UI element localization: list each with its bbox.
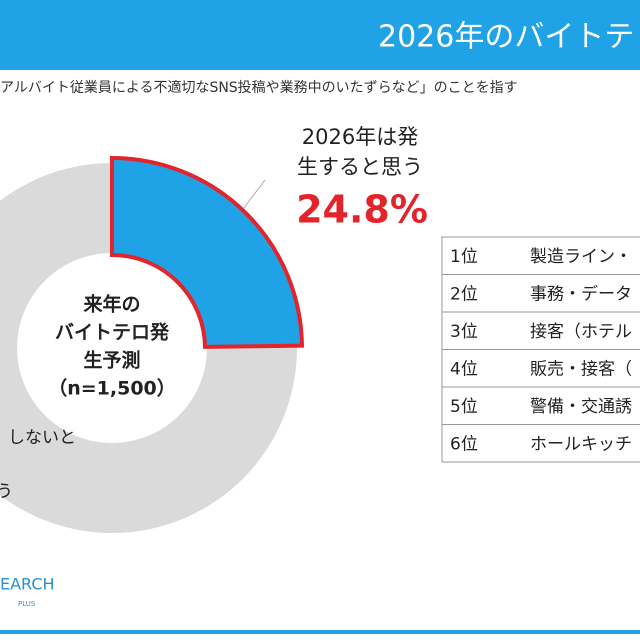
table-cell: 接客（ホテル	[530, 322, 632, 342]
table-cell: 警備・交通誘	[530, 397, 632, 417]
donut-segment	[110, 155, 305, 349]
table-cell: 3位	[450, 322, 478, 342]
table-cell: 5位	[450, 397, 478, 417]
center-label: （n=1,500）	[48, 377, 176, 400]
header-title: 2026年のバイトテ	[378, 20, 634, 55]
segment-label: 生すると思う	[297, 155, 423, 179]
table-cell: 1位	[450, 247, 478, 267]
center-label: バイトテロ発	[55, 321, 170, 344]
logo-sub: PLUS	[18, 600, 36, 608]
table-cell: 販売・接客（	[530, 359, 632, 379]
table-cell: 2位	[450, 284, 478, 304]
table-cell: 4位	[450, 359, 478, 379]
table-cell: ホールキッチ	[530, 434, 632, 454]
table-cell: 6位	[450, 434, 478, 454]
segment-label: 2026年は発	[302, 125, 418, 149]
logo: EARCH	[0, 575, 55, 594]
note: アルバイト従業員による不適切なSNS投稿や業務中のいたずらなど」のことを指す	[0, 79, 518, 96]
segment-label: しないと	[8, 428, 76, 448]
value-label: 24.8%	[296, 188, 428, 232]
center-label: 来年の	[83, 293, 140, 316]
ranking-table: 1位 製造ライン・ 2位 事務・データ 3位 接客（ホテル 4位 販売・接客（ 5位 警備・交通誘…	[441, 236, 640, 463]
header-band	[0, 0, 640, 70]
segment-label: う	[0, 482, 13, 502]
donut-segment	[0, 163, 297, 533]
center-label: 生予測	[83, 349, 140, 372]
table-cell: 事務・データ	[530, 283, 632, 304]
table-cell: 製造ライン・	[530, 247, 632, 267]
footer-line	[0, 630, 640, 634]
